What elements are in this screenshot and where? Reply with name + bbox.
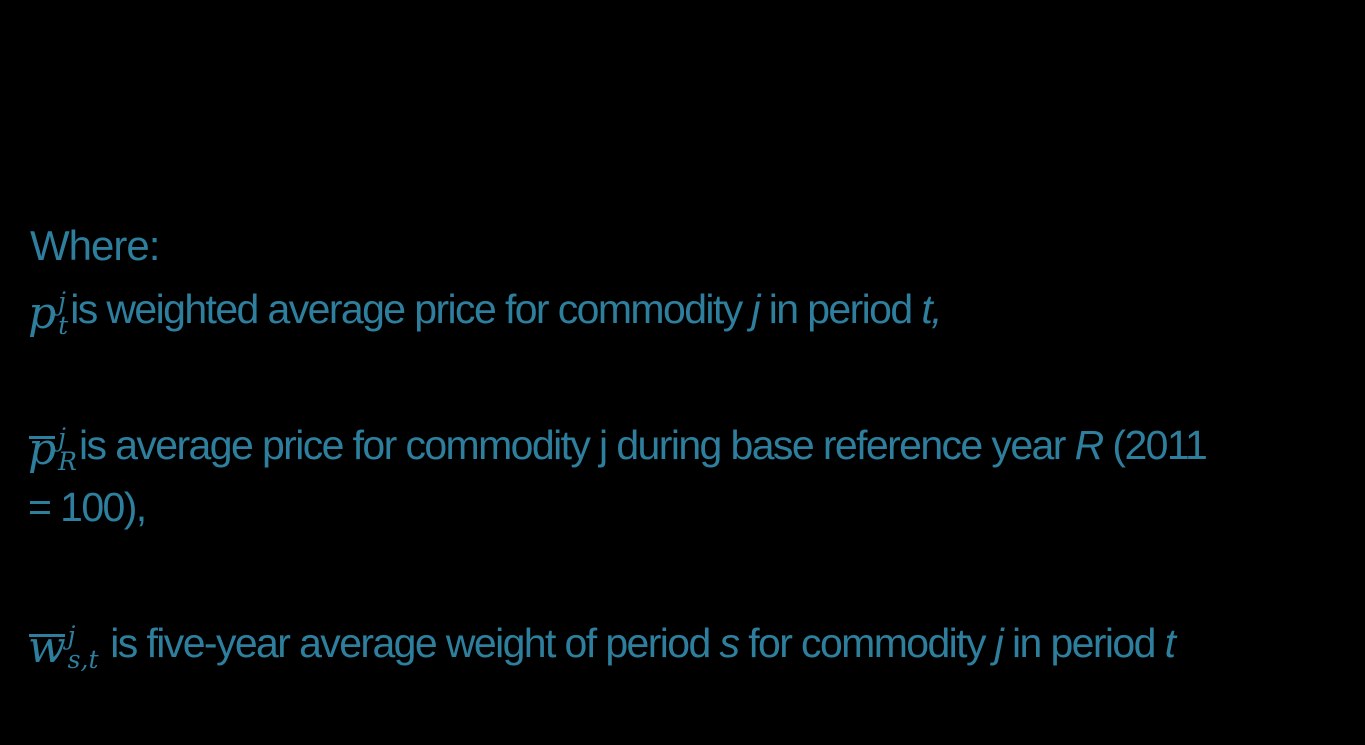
definition-text: in period bbox=[758, 286, 922, 332]
where-label: Where: bbox=[30, 222, 160, 269]
variable-t: t bbox=[1164, 620, 1176, 666]
math-superscript-j: j bbox=[58, 287, 66, 317]
math-base-p: p bbox=[28, 288, 57, 340]
math-subscript-R: R bbox=[58, 447, 77, 477]
definition-text: is weighted average price for commodity bbox=[70, 286, 752, 332]
variable-j: j bbox=[994, 620, 1004, 666]
variable-j: j bbox=[751, 286, 760, 332]
definition-text-continued: = 100), bbox=[28, 484, 147, 530]
definition-five-year-average-weight: w j s,t is five-year average weight of per… bbox=[28, 612, 1176, 674]
math-superscript-j: j bbox=[67, 621, 76, 651]
variable-R: R bbox=[1074, 422, 1105, 468]
math-symbol-w-bar-sub-st-sup-j: w j s,t bbox=[28, 619, 101, 674]
definition-text: for commodity bbox=[738, 620, 995, 666]
math-subscript-t: t bbox=[58, 311, 69, 341]
definition-line-2: = 100), bbox=[28, 476, 1206, 538]
math-scripts: j s,t bbox=[67, 621, 99, 675]
variable-s: s bbox=[719, 620, 740, 666]
definition-text: (2011 bbox=[1102, 422, 1207, 468]
definition-text: is average price for commodity j during … bbox=[79, 422, 1075, 468]
variable-t: t, bbox=[921, 286, 942, 332]
math-superscript-j: j bbox=[58, 423, 66, 453]
definition-text: is five-year average weight of period bbox=[100, 620, 720, 666]
definition-text: in period bbox=[1002, 620, 1165, 666]
definition-weighted-average-price: p j t is weighted average price for commodi… bbox=[28, 278, 943, 340]
math-subscript-s-t: s,t bbox=[67, 645, 99, 675]
math-base-w-bar: w bbox=[28, 622, 66, 674]
math-base-p-bar: p bbox=[28, 424, 57, 476]
